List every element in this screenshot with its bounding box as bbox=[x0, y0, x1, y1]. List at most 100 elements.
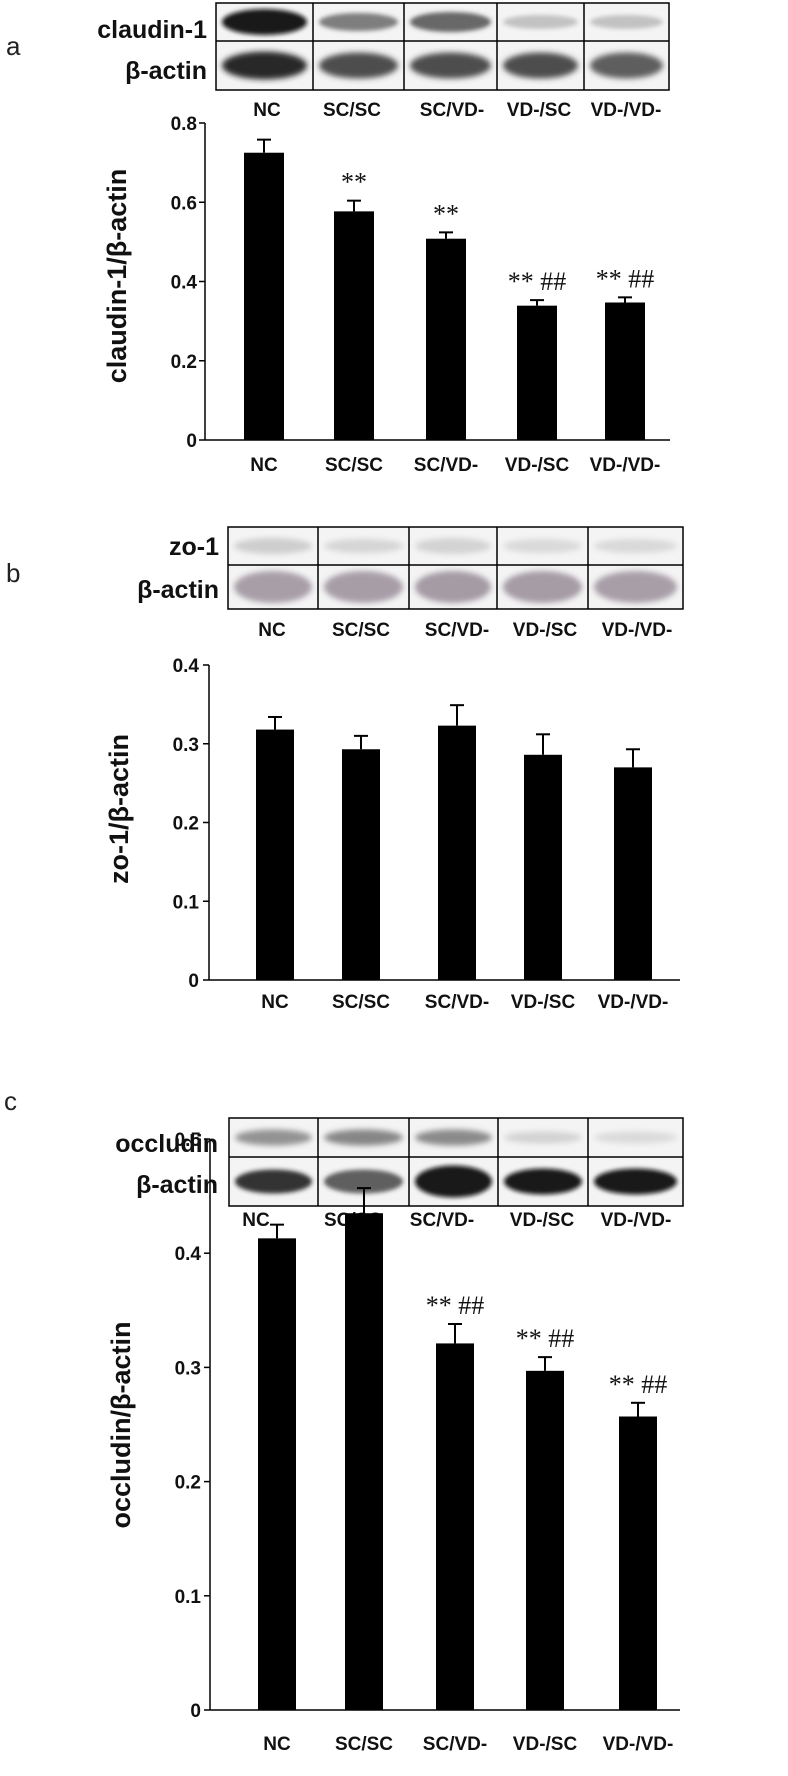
blot-lane-label: SC/VD- bbox=[420, 100, 484, 121]
blot-band bbox=[590, 15, 663, 29]
y-tick-label: 0.4 bbox=[175, 1244, 202, 1265]
blot-lane-label: SC/SC bbox=[332, 620, 390, 641]
blot-row-label: β-actin bbox=[136, 1171, 218, 1199]
y-tick-label: 0.2 bbox=[173, 814, 199, 835]
x-category-label: SC/VD- bbox=[423, 1734, 487, 1755]
y-tick-label: 0.6 bbox=[171, 193, 197, 214]
blot-row-label: zo-1 bbox=[169, 533, 219, 561]
y-tick-label: 0.1 bbox=[175, 1587, 202, 1608]
blot-band bbox=[415, 1129, 492, 1146]
blot-band bbox=[319, 13, 398, 31]
blot-band bbox=[410, 52, 491, 79]
bar bbox=[526, 1370, 564, 1710]
x-category-label: SC/VD- bbox=[425, 992, 489, 1013]
bar bbox=[256, 729, 294, 980]
blot-band bbox=[234, 538, 312, 554]
blot-band bbox=[222, 51, 307, 80]
panel-letter: a bbox=[6, 31, 21, 61]
blot-band bbox=[503, 571, 582, 603]
panel-a: a claudin-1 β-actin NC SC/SC SC/VD- VD-/SC V… bbox=[6, 2, 670, 476]
blot-row-label: β-actin bbox=[137, 576, 219, 604]
x-category-label: VD-/VD- bbox=[590, 455, 661, 476]
blot-band bbox=[415, 1165, 492, 1198]
blot-band bbox=[235, 1129, 312, 1146]
blot-band bbox=[503, 52, 578, 79]
y-axis-label: occludin/β-actin bbox=[106, 1322, 136, 1529]
western-blot: occludin β-actin NCSC/SCSC/VD-VD-/SCVD-/… bbox=[115, 1117, 684, 1231]
y-tick-label: 0 bbox=[190, 1701, 201, 1722]
bar bbox=[436, 1343, 474, 1710]
blot-lane-label: NC bbox=[242, 1210, 270, 1231]
x-category-label: VD-/VD- bbox=[603, 1734, 674, 1755]
y-tick-label: 0.8 bbox=[171, 114, 197, 135]
y-tick-label: 0.5 bbox=[175, 1130, 202, 1151]
y-tick-label: 0 bbox=[188, 971, 199, 992]
blot-lane-label: VD-/VD- bbox=[602, 620, 673, 641]
blot-lane-label: NC bbox=[258, 620, 286, 641]
bar bbox=[426, 238, 466, 440]
blot-frame bbox=[228, 1117, 684, 1207]
bar bbox=[614, 767, 652, 980]
blot-row-label: occludin bbox=[115, 1130, 218, 1158]
blot-lane-label: SC/SC bbox=[323, 100, 381, 121]
bar bbox=[438, 725, 476, 980]
bar bbox=[244, 152, 284, 440]
x-category-label: SC/SC bbox=[325, 455, 383, 476]
x-category-label: SC/VD- bbox=[414, 455, 478, 476]
bar-chart: occludin/β-actin 0 0.1 0.2 0.3 0.4 0.5 NC SC/SC… bbox=[106, 1130, 680, 1755]
blot-band bbox=[324, 539, 403, 553]
y-tick-label: 0.3 bbox=[175, 1358, 201, 1379]
x-category-label: NC bbox=[261, 992, 289, 1013]
y-tick-label: 0.4 bbox=[173, 656, 200, 677]
bar-chart: zo-1/β-actin 0 0.1 0.2 0.3 0.4 NC SC/SC SC/VD- V… bbox=[104, 656, 680, 1013]
blot-band bbox=[594, 571, 677, 603]
blot-frame bbox=[227, 526, 684, 610]
blot-band bbox=[590, 52, 663, 79]
x-category-label: VD-/SC bbox=[513, 1734, 578, 1755]
y-tick-label: 0.2 bbox=[175, 1473, 201, 1494]
bar bbox=[345, 1213, 383, 1710]
blot-band bbox=[503, 539, 582, 553]
blot-row-label: β-actin bbox=[125, 57, 207, 85]
bar bbox=[334, 211, 374, 440]
panel-b: b zo-1 β-actin NC SC/SC SC/VD- VD-/SC VD-/VD… bbox=[6, 526, 684, 1013]
blot-band bbox=[504, 1168, 582, 1195]
y-tick-label: 0.3 bbox=[173, 735, 199, 756]
blot-lane-label: VD-/SC bbox=[510, 1210, 575, 1231]
blot-band bbox=[415, 571, 491, 603]
blot-band bbox=[234, 571, 312, 603]
bar bbox=[517, 305, 557, 440]
bar bbox=[524, 754, 562, 980]
significance-label: ** bbox=[433, 199, 459, 228]
significance-label: ** ## bbox=[516, 1324, 575, 1353]
blot-band bbox=[594, 1131, 677, 1144]
blot-lane-label: VD-/VD- bbox=[601, 1210, 672, 1231]
blot-row-label: claudin-1 bbox=[97, 16, 207, 44]
blot-band bbox=[410, 12, 491, 32]
y-axis-label: claudin-1/β-actin bbox=[102, 169, 132, 384]
x-category-label: NC bbox=[250, 455, 278, 476]
significance-label: ** ## bbox=[426, 1291, 485, 1320]
x-category-label: VD-/VD- bbox=[598, 992, 669, 1013]
blot-band bbox=[415, 538, 491, 554]
western-blot: claudin-1 β-actin NC SC/SC SC/VD- VD-/SC VD-… bbox=[97, 2, 670, 121]
blot-lane-label: VD-/VD- bbox=[591, 100, 662, 121]
bar bbox=[342, 749, 380, 980]
blot-band bbox=[324, 1129, 403, 1146]
blot-lane-label: VD-/SC bbox=[513, 620, 578, 641]
y-tick-label: 0.4 bbox=[171, 273, 198, 294]
panel-letter: c bbox=[4, 1086, 17, 1116]
blot-band bbox=[503, 15, 578, 29]
blot-band bbox=[319, 52, 398, 79]
blot-band bbox=[504, 1131, 582, 1144]
x-category-label: NC bbox=[263, 1734, 291, 1755]
bar bbox=[605, 302, 645, 440]
significance-label: ** ## bbox=[596, 264, 655, 293]
blot-band bbox=[222, 9, 307, 35]
significance-label: ** ## bbox=[508, 267, 567, 296]
bar bbox=[258, 1238, 296, 1710]
blot-frame bbox=[215, 2, 670, 91]
significance-label: ** bbox=[341, 168, 367, 197]
y-tick-label: 0.1 bbox=[173, 892, 200, 913]
